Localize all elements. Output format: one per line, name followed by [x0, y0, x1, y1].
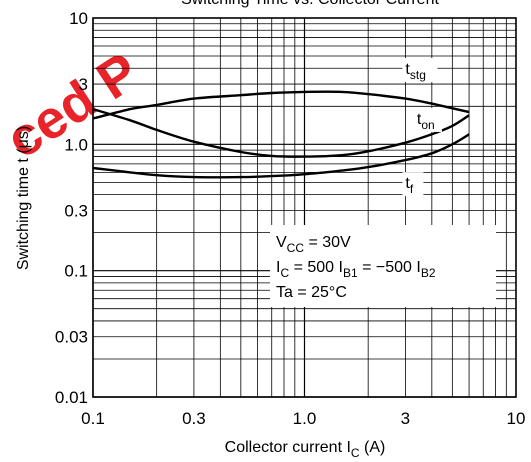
x-tick-label: 0.1 [81, 409, 105, 428]
condition-line: Ta = 25°C [276, 284, 347, 301]
x-tick-label: 1.0 [293, 409, 317, 428]
series-label-ton: ton [417, 111, 435, 132]
tick-labels: 0.1 0.3 1.0 3 10 0.01 0.03 0.1 0.3 1.0 3 10 [55, 9, 526, 428]
grid [92, 18, 516, 398]
conditions-box: VCC = 30V IC = 500 IB1 = −500 IB2 Ta = 25°… [270, 225, 496, 307]
series-line-tf [92, 133, 470, 179]
y-axis-label: Switching time t (μs) [15, 126, 32, 270]
y-tick-label: 0.3 [64, 201, 88, 220]
series-labels: tstg ton tf [402, 58, 442, 197]
x-tick-label: 0.3 [182, 409, 206, 428]
x-tick-label: 10 [507, 409, 526, 428]
curves [92, 90, 470, 179]
series-label-tf: tf [405, 175, 413, 196]
series-label-bg [402, 58, 438, 83]
condition-line: IC = 500 IB1 = −500 IB2 [276, 259, 436, 280]
y-tick-label: 0.1 [64, 262, 88, 281]
series-label-bg [413, 107, 442, 132]
series-line-tstg [92, 90, 470, 120]
y-tick-label: 0.03 [55, 328, 88, 347]
x-axis-label: Collector current IC (A) [225, 439, 386, 460]
chart-title: Switching Time vs. Collector Current [181, 0, 439, 8]
y-tick-label: 3 [79, 75, 88, 94]
plot-frame [92, 17, 517, 398]
series-label-bg [402, 172, 424, 197]
series-line-ton [92, 107, 470, 158]
series-label-tstg: tstg [405, 61, 425, 82]
condition-line: VCC = 30V [276, 234, 351, 255]
y-tick-label: 1.0 [64, 135, 88, 154]
conditions-bg [270, 225, 496, 307]
y-tick-label: 0.01 [55, 388, 88, 407]
x-tick-label: 3 [401, 409, 410, 428]
y-tick-label: 10 [69, 9, 88, 28]
